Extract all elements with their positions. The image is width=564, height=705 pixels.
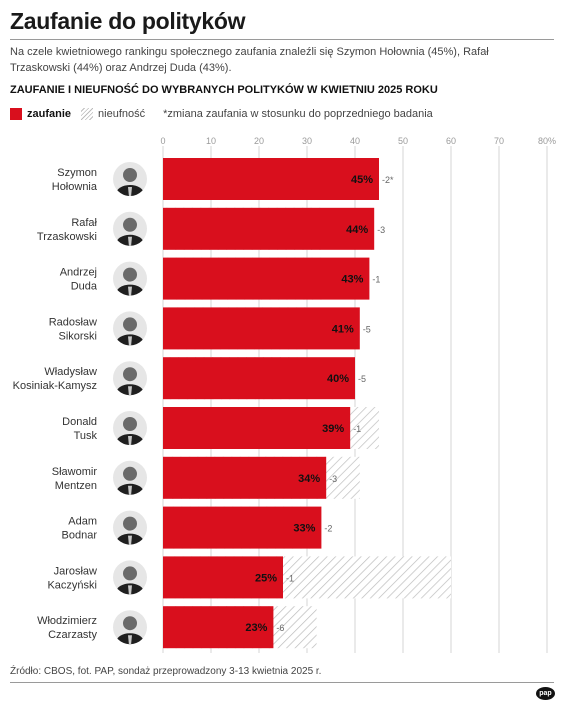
category-label: Szymon: [57, 167, 97, 179]
category-label: Władysław: [44, 366, 97, 378]
portrait-photo: [113, 211, 147, 246]
bottom-divider: [10, 682, 554, 683]
x-tick-label: 30: [302, 136, 312, 146]
change-label: -5: [358, 374, 366, 384]
change-label: -5: [363, 324, 371, 334]
subtitle: Na czele kwietniowego rankingu społeczne…: [10, 46, 489, 74]
category-label: Bodnar: [62, 530, 98, 542]
change-label: -1: [286, 573, 294, 583]
legend-note: *zmiana zaufania w stosunku do poprzedni…: [163, 108, 433, 120]
value-label: 34%: [298, 473, 320, 485]
value-label: 39%: [322, 423, 344, 435]
legend-trust-label: zaufanie: [27, 108, 72, 120]
portrait-photo: [113, 361, 147, 396]
trust-bar: [163, 357, 355, 400]
category-label: Adam: [68, 516, 97, 528]
trust-bar: [163, 307, 360, 350]
trust-bar: [163, 207, 375, 250]
category-label: Radosław: [49, 316, 97, 328]
category-label: Rafał: [71, 217, 97, 229]
portrait-photo: [113, 411, 147, 445]
portrait-photo: [113, 510, 147, 545]
x-tick-label: 40: [350, 136, 360, 146]
x-tick-label: 10: [206, 136, 216, 146]
category-label: Kosiniak-Kamysz: [13, 380, 97, 392]
trust-bar: [163, 158, 379, 200]
trust-bar: [163, 606, 274, 649]
legend-distrust-label: nieufność: [98, 108, 146, 120]
value-label: 33%: [293, 523, 315, 535]
bar-chart: 0 10 20 30 40 50 60 70 80% Szymon Hołownia 45% -2* R…: [13, 136, 556, 653]
change-label: -2: [324, 524, 332, 534]
change-label: -3: [329, 474, 337, 484]
page-title: Zaufanie do polityków: [10, 8, 246, 34]
category-label: Duda: [71, 281, 98, 293]
value-label: 45%: [351, 174, 373, 186]
change-label: -6: [276, 623, 284, 633]
value-label: 23%: [245, 622, 267, 634]
category-label: Sławomir: [52, 466, 98, 478]
portrait-photo: [113, 162, 147, 196]
pap-logo: pap: [536, 687, 555, 700]
x-tick-label: 50: [398, 136, 408, 146]
legend-distrust-swatch: [81, 108, 94, 120]
category-label: Donald: [62, 416, 97, 428]
legend-trust-swatch: [10, 108, 22, 120]
change-label: -1: [353, 424, 361, 434]
x-tick-label: 70: [494, 136, 504, 146]
category-label: Sikorski: [58, 330, 97, 342]
category-label: Jarosław: [54, 565, 97, 577]
chart-heading: ZAUFANIE I NIEUFNOŚĆ DO WYBRANYCH POLITY…: [10, 84, 438, 96]
value-label: 44%: [346, 224, 368, 236]
category-label: Kaczyński: [47, 579, 97, 591]
category-label: Czarzasty: [48, 629, 97, 641]
category-label: Mentzen: [55, 480, 97, 492]
category-label: Hołownia: [52, 181, 98, 193]
portrait-photo: [113, 610, 147, 645]
portrait-photo: [113, 261, 147, 296]
trust-bar: [163, 556, 283, 599]
x-tick-label: 60: [446, 136, 456, 146]
value-label: 43%: [341, 274, 363, 286]
category-label: Andrzej: [60, 267, 97, 279]
trust-bar: [163, 257, 370, 300]
top-divider: [10, 39, 554, 40]
portrait-photo: [113, 560, 147, 595]
trust-bar: [163, 506, 322, 549]
portrait-photo: [113, 311, 147, 346]
value-label: 25%: [255, 572, 277, 584]
source-note: Źródło: CBOS, fot. PAP, sondaż przeprowa…: [10, 666, 322, 677]
x-tick-label: 20: [254, 136, 264, 146]
change-label: -2*: [382, 175, 394, 185]
category-label: Trzaskowski: [37, 231, 97, 243]
change-label: -3: [377, 225, 385, 235]
trust-bar: [163, 407, 351, 449]
category-label: Włodzimierz: [37, 615, 97, 627]
change-label: -1: [372, 275, 380, 285]
value-label: 41%: [332, 323, 354, 335]
legend: zaufanie nieufność *zmiana zaufania w st…: [10, 108, 433, 120]
category-label: Tusk: [74, 430, 98, 442]
x-tick-label: 0: [160, 136, 165, 146]
x-tick-label: 80%: [538, 136, 556, 146]
trust-bar: [163, 456, 327, 499]
value-label: 40%: [327, 373, 349, 385]
x-axis-ticks: 0 10 20 30 40 50 60 70 80%: [160, 136, 556, 146]
portrait-photo: [113, 460, 147, 495]
